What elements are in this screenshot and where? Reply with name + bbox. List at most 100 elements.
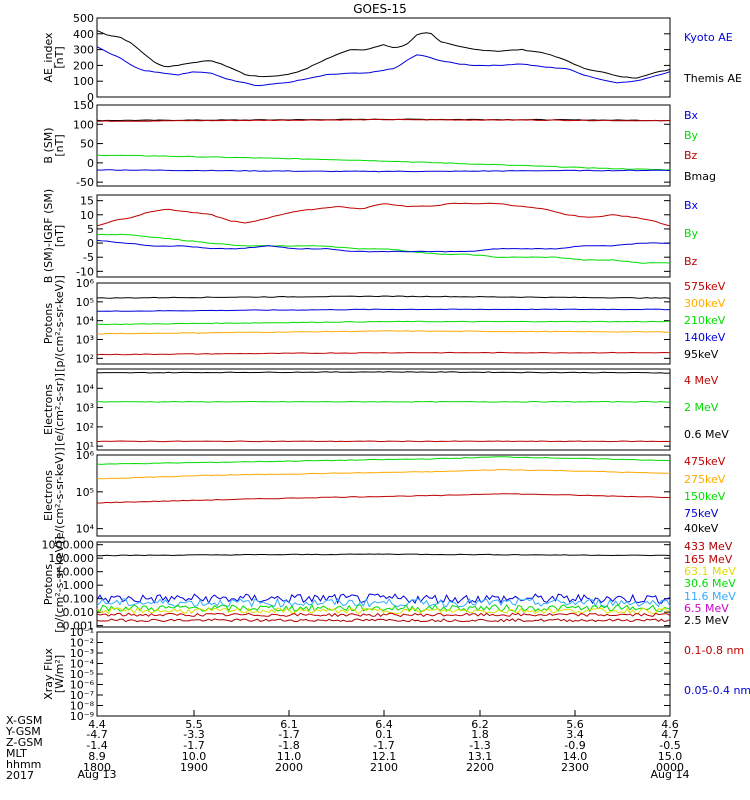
- orbit-value: -1.7: [278, 728, 299, 741]
- series-line-30-6-mev: [96, 603, 671, 613]
- orbit-value: -1.3: [469, 739, 490, 752]
- orbit-value: 0000: [656, 761, 684, 774]
- y-tick-label: 10²: [76, 421, 94, 434]
- y-axis-label: [W/m²]: [53, 655, 66, 693]
- series-line-6-5-mev: [96, 593, 671, 605]
- y-tick-label: 10⁶: [76, 277, 95, 290]
- legend-entry: 165 MeV: [684, 553, 733, 566]
- y-tick-label: 0: [87, 237, 94, 250]
- y-axis-label: [nT]: [53, 134, 66, 156]
- y-tick-label: 10⁻⁹: [70, 710, 94, 723]
- panel-frame-3: [96, 282, 671, 365]
- panel-frame-0: [96, 17, 671, 98]
- legend-entry: 475keV: [684, 455, 726, 468]
- legend-entry: Bx: [684, 109, 699, 122]
- y-tick-label: 10⁶: [76, 449, 95, 462]
- legend-entry: 11.6 MeV: [684, 590, 736, 603]
- series-line-4-mev: [96, 440, 671, 443]
- orbit-value: -0.5: [659, 739, 680, 752]
- legend-entry: 150keV: [684, 490, 726, 503]
- orbit-value: 1900: [180, 761, 208, 774]
- y-tick-label: 10⁻⁷: [70, 689, 94, 702]
- legend-entry: By: [684, 227, 699, 240]
- y-tick-label: 10⁻⁴: [70, 658, 95, 671]
- y-tick-label: 400: [73, 28, 94, 41]
- orbit-value: -1.7: [373, 739, 394, 752]
- series-line-2-mev: [96, 400, 670, 403]
- y-tick-label: 1.000: [63, 579, 95, 592]
- orbit-value: -1.7: [183, 739, 204, 752]
- orbit-row-label: MLT: [6, 747, 27, 760]
- orbit-value: -1.4: [86, 739, 107, 752]
- panel-frame-1: [96, 104, 671, 187]
- legend-entry: Bz: [684, 255, 698, 268]
- legend-entry: 210keV: [684, 314, 726, 327]
- y-tick-label: 0.100: [63, 593, 95, 606]
- legend-entry: 2 MeV: [684, 401, 719, 414]
- y-tick-label: 100: [73, 118, 94, 131]
- series-line-63-1-mev: [96, 607, 671, 615]
- y-tick-label: 10⁻⁶: [70, 679, 95, 692]
- legend-entry: 6.5 MeV: [684, 602, 729, 615]
- y-axis-label: B (SM): [42, 127, 55, 163]
- orbit-value: 4.4: [88, 718, 106, 731]
- y-tick-label: 10⁻²: [70, 637, 94, 650]
- orbit-row-label: 2017: [6, 769, 34, 782]
- y-axis-label: AE_index: [42, 32, 55, 83]
- panel-frame-4: [96, 368, 671, 451]
- y-axis-label: [nT]: [53, 225, 66, 247]
- orbit-value: 0.1: [375, 728, 393, 741]
- date-label: Aug 13: [78, 768, 117, 781]
- y-tick-label: 500: [73, 12, 94, 25]
- y-tick-label: 10²: [76, 352, 94, 365]
- orbit-value: 6.1: [280, 718, 298, 731]
- series-line-140kev: [97, 308, 671, 312]
- y-tick-label: 150: [73, 99, 94, 112]
- series-line-165-mev: [96, 612, 671, 618]
- series-line-210kev: [96, 320, 671, 326]
- y-tick-label: 0: [87, 91, 94, 104]
- panel-frame-6: [96, 541, 671, 628]
- orbit-value: 2100: [370, 761, 398, 774]
- series-line-0-6-mev: [96, 371, 671, 374]
- series-line-bx: [96, 169, 671, 173]
- panel-frame-7: [96, 631, 671, 717]
- legend-entry: 433 MeV: [684, 540, 733, 553]
- y-axis-label: [nT]: [53, 46, 66, 68]
- orbit-row-label: hhmm: [6, 758, 41, 771]
- series-line-2-5-mev: [96, 553, 671, 557]
- series-line-475kev: [97, 493, 671, 504]
- y-axis-label: Protons: [42, 303, 55, 344]
- y-tick-label: 200: [73, 59, 94, 72]
- y-tick-label: 50: [80, 138, 94, 151]
- y-tick-label: 10⁻⁸: [70, 700, 95, 713]
- legend-entry: 140keV: [684, 331, 726, 344]
- orbit-row-label: Z-GSM: [6, 736, 43, 749]
- y-tick-label: 100.000: [49, 552, 95, 565]
- y-tick-label: 5: [87, 223, 94, 236]
- y-axis-label: Electrons: [42, 470, 55, 521]
- legend-entry: 300keV: [684, 297, 726, 310]
- series-line-275kev: [96, 469, 671, 480]
- y-tick-label: -10: [76, 265, 94, 278]
- y-axis-label: [e/(cm²-s-sr)]: [53, 373, 66, 446]
- orbit-value: 2300: [561, 761, 589, 774]
- orbit-value: 2000: [275, 761, 303, 774]
- y-axis-label: [e/(cm²-s-sr-keV)]: [53, 447, 66, 543]
- y-tick-label: 1000.000: [42, 539, 95, 552]
- panel-frame-2: [96, 194, 671, 278]
- legend-entry: Themis AE: [683, 72, 742, 85]
- series-line-95kev: [96, 295, 671, 299]
- series-line-by: [96, 154, 671, 171]
- orbit-value: 13.1: [468, 750, 493, 763]
- series-line-by: [96, 233, 671, 264]
- y-tick-label: 300: [73, 44, 94, 57]
- orbit-value: -1.8: [278, 739, 299, 752]
- y-tick-label: 0.010: [63, 606, 95, 619]
- y-tick-label: 10⁴: [76, 382, 95, 395]
- panel-frame-5: [96, 454, 671, 537]
- y-tick-label: 10⁴: [76, 523, 95, 536]
- y-tick-label: 15: [80, 195, 94, 208]
